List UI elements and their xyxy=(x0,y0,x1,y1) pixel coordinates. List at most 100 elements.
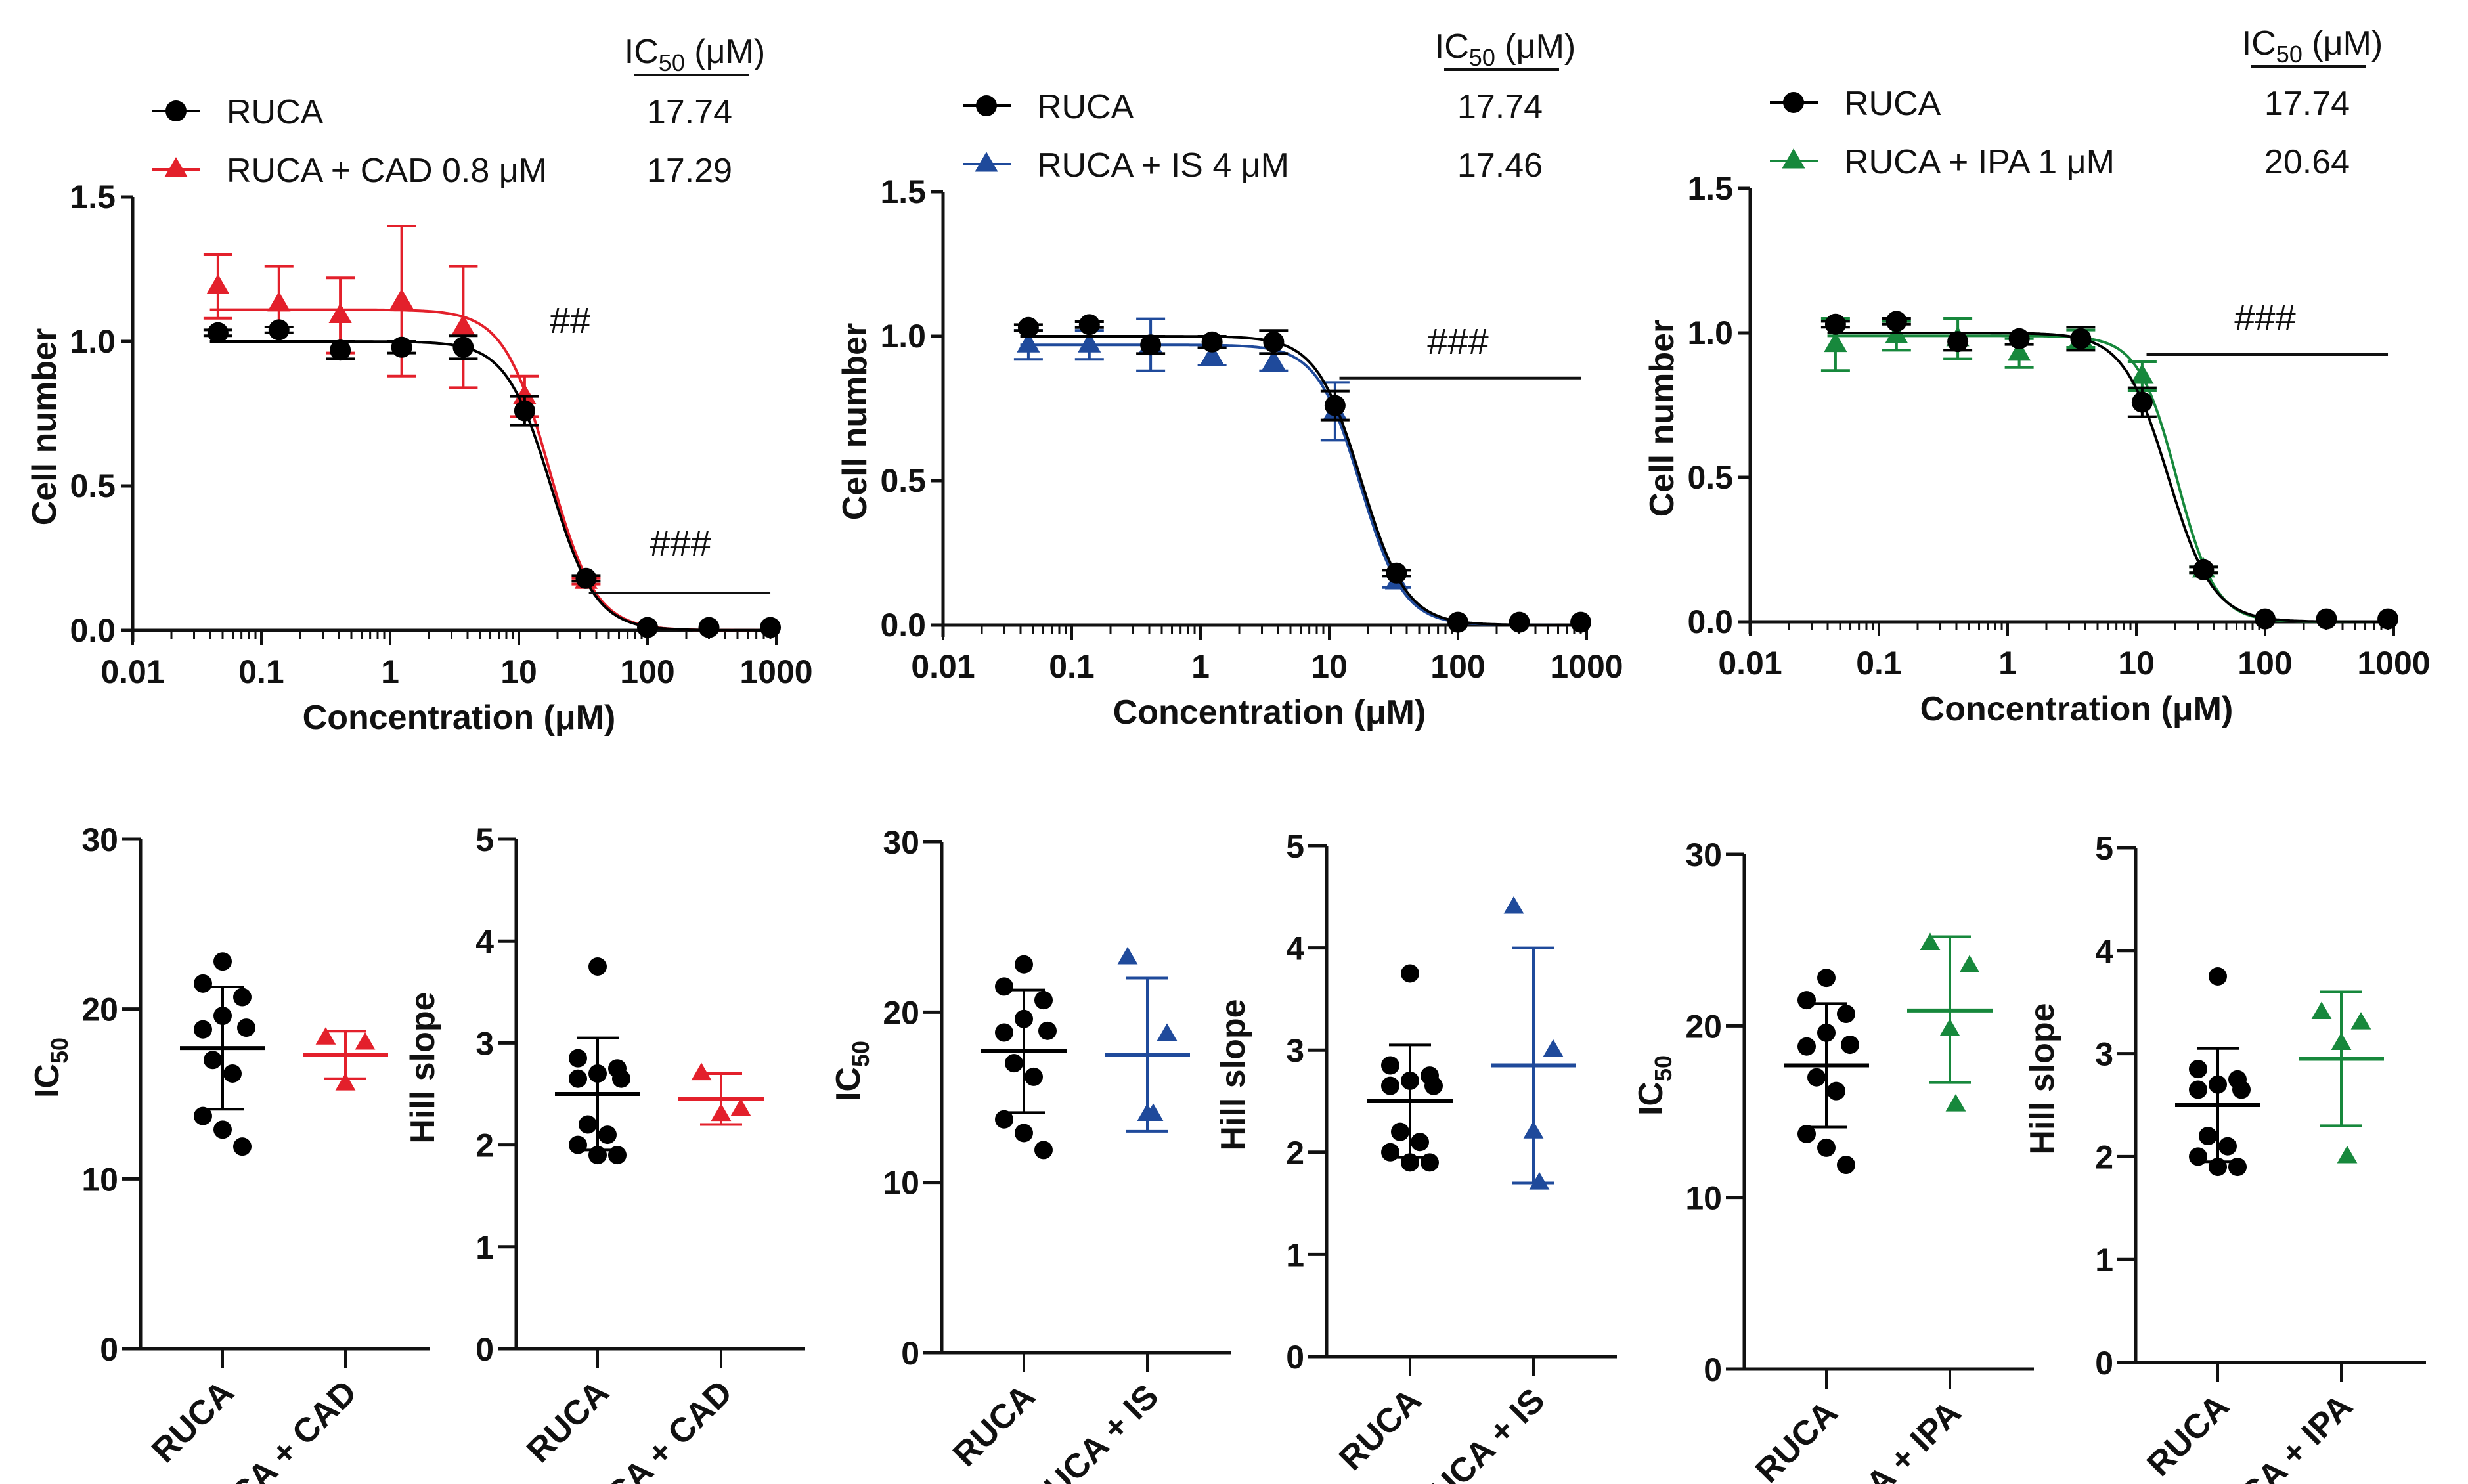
x-tick-label: 0.01 xyxy=(911,648,975,685)
data-point xyxy=(213,1007,232,1026)
y-axis-label-main: IC xyxy=(28,1064,66,1098)
data-point xyxy=(569,1135,587,1154)
y-tick-label: 0 xyxy=(1286,1339,1304,1376)
data-point xyxy=(1078,314,1100,336)
data-point xyxy=(1817,1138,1836,1157)
data-point xyxy=(760,617,782,638)
dose-response-panel: 0.0 0.5 1.0 1.5 0.01 0.1 1 10 100 1000 Concentrati… xyxy=(1643,24,2431,728)
y-tick-label: 1.5 xyxy=(880,173,926,210)
data-point xyxy=(330,339,351,361)
data-point xyxy=(1391,1122,1409,1141)
data-point xyxy=(1939,1018,1960,1036)
data-point xyxy=(391,336,412,358)
data-point xyxy=(612,1069,630,1088)
data-point xyxy=(1959,955,1980,972)
y-tick-label: 3 xyxy=(2095,1036,2113,1073)
y-tick-label: 1 xyxy=(1286,1236,1304,1273)
y-axis-label: Hill slope xyxy=(404,992,442,1143)
y-axis-label-main: IC xyxy=(829,1067,868,1101)
y-tick-label: 20 xyxy=(81,992,118,1028)
data-point xyxy=(2008,340,2031,361)
y-axis-label: Hill slope xyxy=(2023,1003,2061,1154)
data-point xyxy=(575,567,597,589)
data-point xyxy=(698,617,720,638)
data-point xyxy=(194,1106,212,1125)
data-point xyxy=(1543,1039,1564,1057)
data-point xyxy=(1034,1141,1053,1160)
legend-label: RUCA + CAD 0.8 μM xyxy=(227,152,547,190)
group-0 xyxy=(2175,967,2260,1177)
ic50-value: 20.64 xyxy=(2264,143,2350,181)
data-point xyxy=(1381,1056,1399,1075)
group-1 xyxy=(678,1062,764,1126)
x-tick-label: 1 xyxy=(1191,648,1210,685)
data-point xyxy=(2331,1032,2352,1051)
y-tick-label: 0 xyxy=(475,1331,494,1368)
x-tick-label: 10 xyxy=(1311,648,1348,685)
x-axis-label: Concentration (μM) xyxy=(1113,693,1426,731)
x-tick-label: 0.1 xyxy=(238,653,284,690)
data-point xyxy=(2311,1001,2332,1019)
x-tick-label: 100 xyxy=(620,653,674,690)
data-point xyxy=(2130,364,2154,384)
ic50-header-sub: 50 xyxy=(1469,44,1495,71)
category-label: RUCA xyxy=(1748,1393,1845,1484)
data-point xyxy=(1201,331,1223,353)
x-tick-label: 1 xyxy=(381,653,399,690)
y-tick-label: 2 xyxy=(2095,1139,2113,1175)
data-point xyxy=(452,336,474,358)
y-tick-label: 0.5 xyxy=(70,468,116,504)
data-point xyxy=(2337,1145,2358,1164)
data-point xyxy=(1421,1153,1439,1172)
legend-label: RUCA xyxy=(227,93,324,131)
data-point xyxy=(204,1051,222,1070)
data-point xyxy=(194,974,212,993)
y-tick-label: 4 xyxy=(475,923,494,960)
legend-marker xyxy=(976,95,997,116)
data-point xyxy=(237,1018,255,1037)
y-axis-label-sub: 50 xyxy=(1650,1055,1677,1081)
y-tick-label: 1.0 xyxy=(880,318,926,355)
legend-marker xyxy=(1783,92,1804,113)
data-point xyxy=(1797,991,1816,1010)
data-point xyxy=(1015,1009,1033,1028)
data-point xyxy=(598,1125,617,1145)
x-tick-label: 10 xyxy=(2118,645,2155,682)
ic50-header-sub: 50 xyxy=(2276,41,2303,68)
y-tick-label: 10 xyxy=(883,1165,919,1202)
y-tick-label: 1.0 xyxy=(1687,315,1733,351)
data-point xyxy=(995,1110,1013,1129)
ic50-header-unit: (μM) xyxy=(2303,24,2383,62)
data-point xyxy=(1324,395,1346,416)
data-point xyxy=(2350,1012,2371,1030)
y-tick-label: 30 xyxy=(81,821,118,858)
data-point xyxy=(691,1062,712,1081)
legend-label: RUCA + IS 4 μM xyxy=(1037,146,1289,185)
y-tick-label: 30 xyxy=(1685,837,1722,873)
data-point xyxy=(569,1049,587,1068)
y-tick-label: 0.5 xyxy=(1687,459,1733,496)
data-point xyxy=(1381,1143,1399,1162)
y-tick-label: 2 xyxy=(1286,1135,1304,1171)
data-point xyxy=(2316,608,2337,630)
data-point xyxy=(2189,1080,2207,1099)
data-point xyxy=(2131,391,2153,413)
data-point xyxy=(2199,1127,2217,1146)
y-axis-label: Hill slope xyxy=(1214,999,1252,1150)
data-point xyxy=(1447,611,1468,633)
data-point xyxy=(1005,1054,1023,1073)
y-tick-label: 0 xyxy=(100,1331,118,1368)
data-point xyxy=(514,400,535,422)
data-point xyxy=(2070,328,2092,349)
dose-response-panel: 0.0 0.5 1.0 1.5 0.01 0.1 1 10 100 1000 Concentrati… xyxy=(26,33,813,737)
data-point xyxy=(451,315,475,335)
legend-marker xyxy=(975,152,998,172)
fit-curve xyxy=(1827,332,2394,623)
data-point xyxy=(1837,1005,1855,1024)
data-point xyxy=(588,1064,607,1083)
data-point xyxy=(1424,1076,1443,1095)
data-point xyxy=(233,988,252,1007)
y-tick-label: 5 xyxy=(1286,828,1304,865)
ic50-header: IC50 (μM) xyxy=(1435,28,1576,71)
